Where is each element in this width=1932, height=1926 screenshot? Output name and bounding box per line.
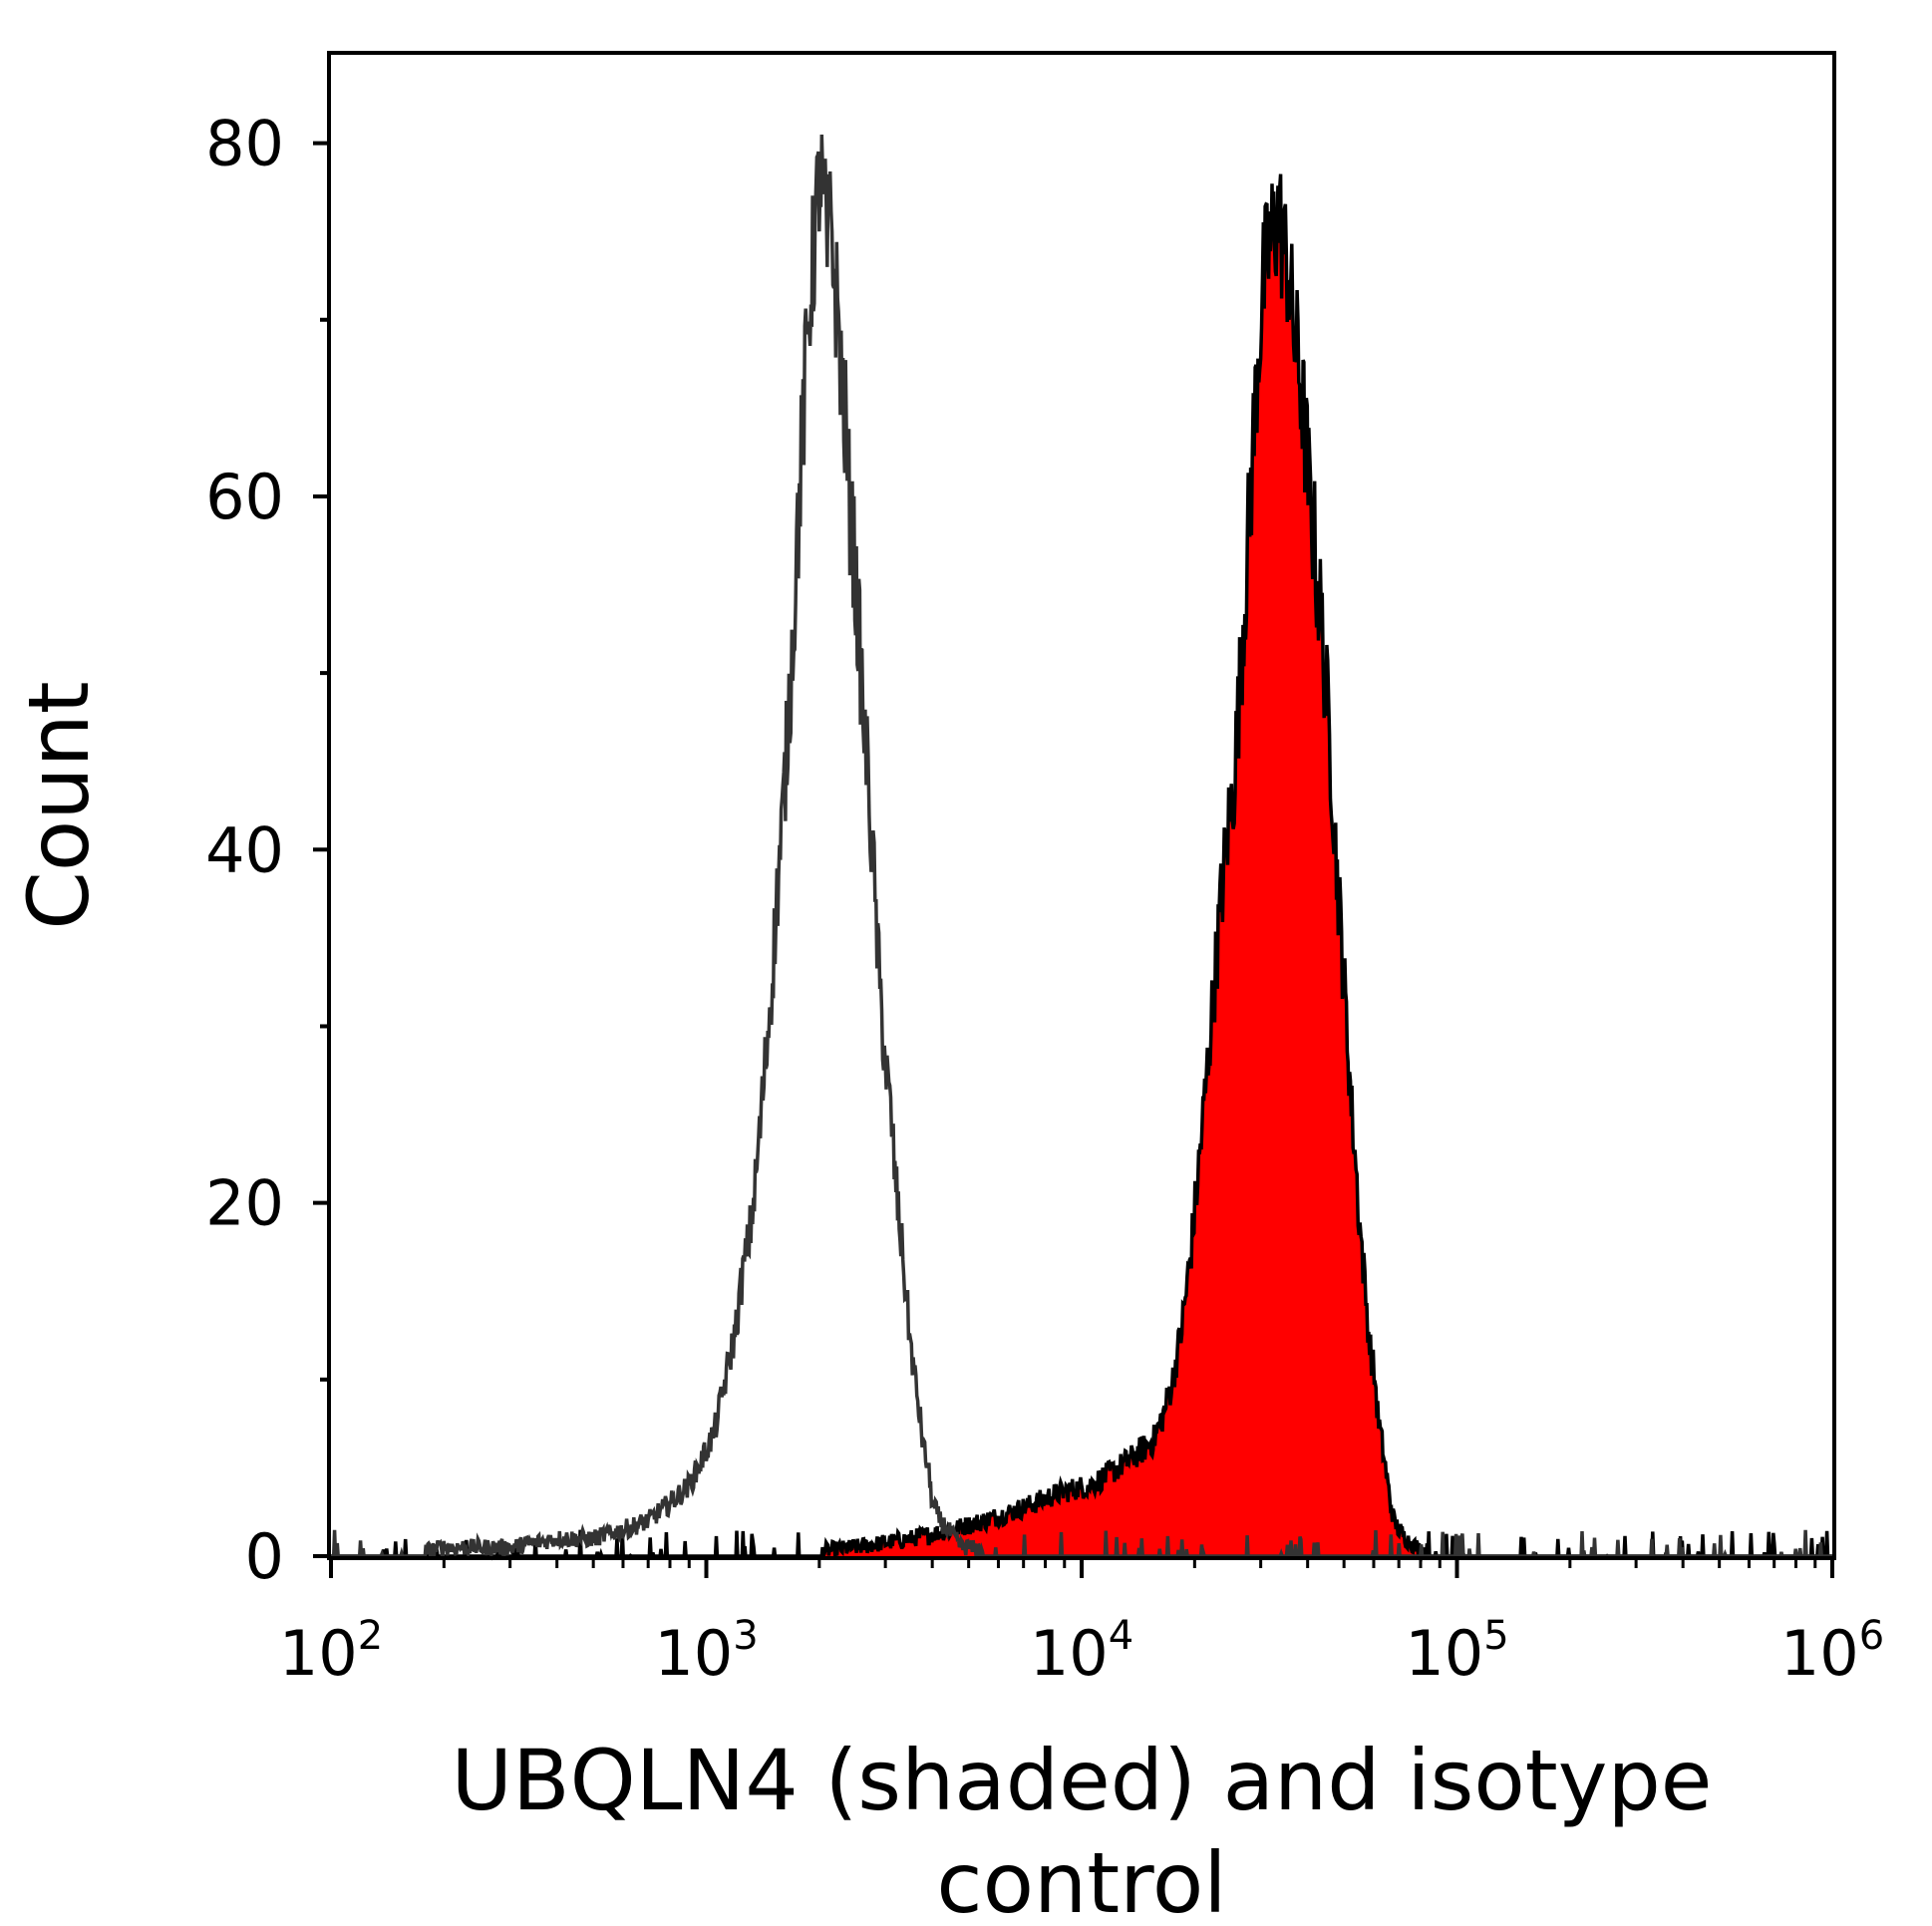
- x-tick-label: 103: [654, 1613, 758, 1690]
- series-layer: [331, 134, 1832, 1562]
- shaded-histogram-outline: [331, 173, 1832, 1562]
- y-tick-label: 80: [205, 108, 284, 180]
- plot-frame: [327, 51, 1836, 1560]
- y-tick-label: 40: [205, 813, 284, 886]
- y-tick-label: 0: [245, 1520, 284, 1593]
- x-tick-label: 102: [279, 1613, 383, 1690]
- x-axis-title-line-1: UBQLN4 (shaded) and isotype: [452, 1732, 1713, 1829]
- x-tick-label: 105: [1405, 1613, 1508, 1690]
- shaded-histogram-area: [331, 173, 1832, 1557]
- ticks-layer: [313, 141, 1834, 1578]
- y-axis-title: Count: [10, 681, 108, 929]
- isotype-histogram-line: [331, 134, 1832, 1561]
- y-tick-label: 20: [205, 1167, 284, 1240]
- x-axis-title-line-2: control: [936, 1834, 1226, 1926]
- tick-labels: 0 20 40 60 80 102 103 104 105 106: [205, 108, 1884, 1690]
- x-tick-label: 104: [1030, 1613, 1133, 1690]
- x-tick-label: 106: [1780, 1613, 1884, 1690]
- y-tick-label: 60: [205, 461, 284, 533]
